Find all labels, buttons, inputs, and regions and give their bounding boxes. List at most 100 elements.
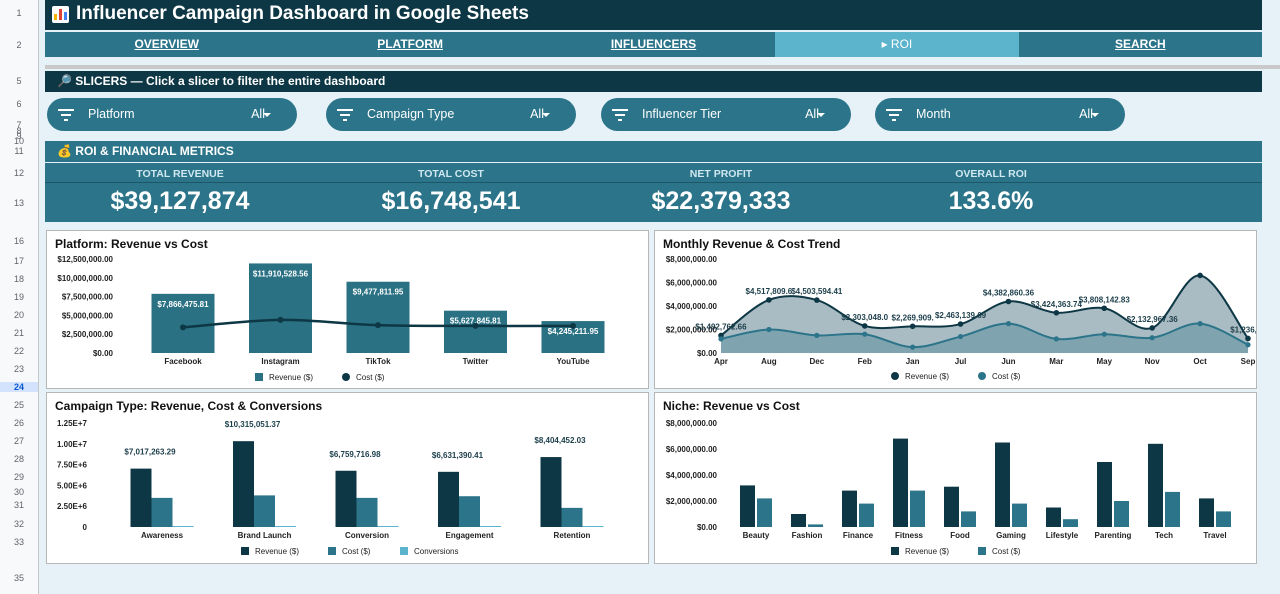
bar-conversions <box>480 526 501 527</box>
row-number[interactable]: 33 <box>13 537 24 547</box>
row-number[interactable]: 5 <box>16 76 22 86</box>
row-number[interactable]: 29 <box>13 472 24 482</box>
chart-logo-icon <box>52 5 69 23</box>
kpi-value: $22,379,333 <box>651 187 791 215</box>
point-revenue <box>1149 325 1155 331</box>
x-tick-label: Fashion <box>792 531 823 540</box>
legend-label: Cost ($) <box>356 373 385 382</box>
x-tick-label: Lifestyle <box>1046 531 1079 540</box>
chart-title: Campaign Type: Revenue, Cost & Conversio… <box>55 399 323 413</box>
row-number[interactable]: 23 <box>13 364 24 374</box>
slicer-influencer-tier[interactable]: Influencer Tier All <box>601 98 851 131</box>
slicer-campaign-type[interactable]: Campaign Type All <box>326 98 576 131</box>
bar-conversions <box>275 526 296 527</box>
x-tick-label: Dec <box>809 357 824 366</box>
bar-cost- <box>254 495 275 527</box>
row-number[interactable]: 26 <box>13 418 24 428</box>
row-number[interactable]: 11 <box>14 146 24 156</box>
point-cost <box>910 344 916 350</box>
chart-niche-panel[interactable]: Niche: Revenue vs Cost $8,000,000.00 $6,0… <box>654 392 1257 564</box>
row-number[interactable]: 19 <box>13 292 24 302</box>
point-cost <box>1245 342 1251 348</box>
bar-revenue- <box>1097 462 1112 527</box>
tab-roi[interactable]: ▸ ROI <box>775 32 1019 57</box>
row-number[interactable]: 32 <box>13 519 24 529</box>
legend-label: Revenue ($) <box>269 373 313 382</box>
y-tick-label: 7.50E+6 <box>57 461 88 470</box>
x-tick-label: Parenting <box>1095 531 1132 540</box>
slicer-label: Month <box>916 107 951 121</box>
kpi-total-cost: TOTAL COST $16,748,541 <box>316 163 586 216</box>
row-number[interactable]: 12 <box>13 168 24 178</box>
x-tick-label: Sep <box>1241 357 1256 366</box>
bar-cost- <box>561 507 583 527</box>
point-revenue <box>957 321 964 327</box>
slicer-label: Platform <box>88 107 135 121</box>
tab-platform[interactable]: PLATFORM <box>377 37 443 51</box>
x-tick-label: YouTube <box>556 357 590 366</box>
tab-influencers[interactable]: INFLUENCERS <box>610 37 697 51</box>
chart-monthly-panel[interactable]: Monthly Revenue & Cost Trend $8,000,000.… <box>654 230 1257 389</box>
row-number[interactable]: 28 <box>13 454 24 464</box>
row-number[interactable]: 21 <box>13 328 24 338</box>
row-number[interactable]: 8 <box>16 126 22 136</box>
data-label: $3,424,363.74 <box>1031 300 1083 309</box>
nav-tabs: OVERVIEW PLATFORM INFLUENCERS ▸ ROI SEAR… <box>45 32 1262 57</box>
row-number[interactable]: 1 <box>16 8 22 18</box>
row-number[interactable]: 25 <box>13 400 24 410</box>
row-number[interactable]: 7 <box>16 120 22 130</box>
chart-campaign-panel[interactable]: Campaign Type: Revenue, Cost & Conversio… <box>46 392 649 564</box>
filter-icon <box>58 109 74 121</box>
tab-search[interactable]: SEARCH <box>1114 37 1166 51</box>
bar-revenue- <box>842 490 857 527</box>
row-number[interactable]: 17 <box>13 256 24 266</box>
y-tick-label: 2.50E+6 <box>57 502 88 511</box>
row-number[interactable]: 9 <box>16 131 22 141</box>
row-number[interactable]: 24 <box>0 382 38 392</box>
data-label: $9,477,811.95 <box>353 288 404 297</box>
row-number[interactable]: 35 <box>13 573 24 583</box>
kpi-value: $16,748,541 <box>381 187 521 215</box>
row-number[interactable]: 27 <box>13 436 24 446</box>
row-number[interactable]: 20 <box>13 310 24 320</box>
bar-revenue- <box>1199 498 1214 527</box>
point-revenue <box>861 323 868 329</box>
data-label: $2,463,139.69 <box>935 311 987 320</box>
chart-niche-svg: $8,000,000.00 $6,000,000.00 $4,000,000.00 $… <box>666 419 1231 556</box>
row-number[interactable]: 16 <box>13 236 24 246</box>
slicer-month[interactable]: Month All <box>875 98 1125 131</box>
kpi-overall-roi: OVERALL ROI 133.6% <box>856 163 1126 216</box>
bar-revenue- <box>438 471 459 527</box>
x-tick-label: May <box>1096 357 1112 366</box>
title-bar <box>45 0 1262 30</box>
row-number[interactable]: 22 <box>13 346 24 356</box>
row-number[interactable]: 13 <box>13 198 24 208</box>
chart-platform-panel[interactable]: Platform: Revenue vs Cost $12,500,000.00… <box>46 230 649 389</box>
filter-icon <box>612 109 628 121</box>
bar-cost- <box>961 511 976 527</box>
row-number[interactable]: 10 <box>13 136 24 146</box>
row-number[interactable]: 31 <box>13 500 24 510</box>
data-label: $2,132,967.36 <box>1127 315 1179 324</box>
row-number[interactable]: 18 <box>13 274 24 284</box>
data-label: $6,759,716.98 <box>329 450 381 459</box>
point-revenue <box>1245 335 1251 342</box>
tab-overview[interactable]: OVERVIEW <box>134 37 199 51</box>
row-header: 1 2 5 6 7 8 9 10 11 12 13 16 17 18 19 20 21 22 23 24 25 26 27 2… <box>0 0 39 594</box>
point-cost <box>180 324 186 331</box>
slicer-platform[interactable]: Platform All <box>47 98 297 131</box>
x-tick-label: Food <box>950 531 970 540</box>
point-cost <box>814 332 820 338</box>
point-cost <box>766 326 772 333</box>
row-number[interactable]: 30 <box>13 487 24 497</box>
bar-revenue- <box>335 470 357 527</box>
slicer-value: All <box>251 107 265 121</box>
slicer-label: Campaign Type <box>367 107 455 121</box>
row-number[interactable]: 6 <box>16 99 22 109</box>
data-label: $7,866,475.81 <box>157 300 209 309</box>
slicers-header: 🔎 SLICERS — Click a slicer to filter the… <box>45 71 1262 92</box>
bar-conversions <box>377 526 399 527</box>
slicer-value: All <box>805 107 819 121</box>
dashboard-title: Influencer Campaign Dashboard in Google … <box>52 3 529 25</box>
row-number[interactable]: 2 <box>16 40 22 50</box>
